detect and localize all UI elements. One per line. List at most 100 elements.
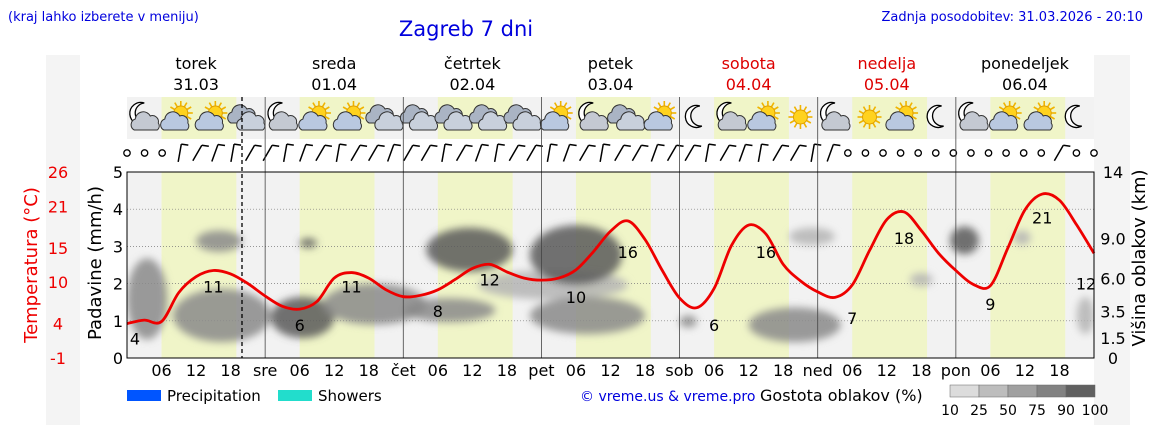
- temperature-value-label: 11: [203, 277, 223, 296]
- moon-cloud-icon: [716, 101, 747, 131]
- wind-barb-icon: [631, 144, 649, 162]
- cloud-height-tick: 1.5: [1100, 329, 1125, 348]
- temperature-value-label: 12: [479, 270, 499, 289]
- moon-cloud-icon: [129, 101, 160, 131]
- temperature-tick: -1: [50, 349, 66, 368]
- moon-cloud-icon: [958, 101, 989, 131]
- cloud-patch: [403, 298, 496, 323]
- day-name-4: sobota: [722, 54, 776, 73]
- day-name-1: sreda: [312, 54, 356, 73]
- wind-barb-icon: [455, 144, 473, 162]
- cloud-density-scale: 10 25 50 75 90 100: [941, 384, 1109, 419]
- cloud-patch: [1076, 296, 1094, 335]
- cloud-scale-swatch: [1036, 384, 1067, 398]
- sun-cloud-icon: [332, 101, 366, 131]
- wind-barb-icon: [508, 144, 526, 162]
- wind-barb-icon: [441, 143, 453, 162]
- cloud-height-tick: 0: [1108, 349, 1118, 368]
- wind-barb-icon: [666, 144, 684, 162]
- wind-barb-icon: [757, 143, 769, 162]
- temperature-axis-label: Temperatura (°C): [21, 187, 42, 344]
- cloud-patch: [679, 315, 697, 328]
- cloud-scale-swatch: [1065, 384, 1096, 398]
- cloud-scale-label: 10: [941, 403, 959, 419]
- day-name-2: četrtek: [444, 54, 502, 73]
- precipitation-tick: 1: [113, 312, 123, 331]
- wind-barb-icon: [192, 144, 209, 162]
- hour-tick: 06: [289, 361, 309, 380]
- wind-barb-icon: [386, 143, 401, 162]
- wind-barb-icon: [315, 144, 333, 162]
- day-short-label: pon: [941, 361, 971, 380]
- hour-tick: 06: [428, 361, 448, 380]
- hour-tick: 18: [911, 361, 931, 380]
- moon-cloud-icon: [819, 101, 851, 131]
- cloud-patch: [196, 230, 243, 252]
- wind-barb-icon: [474, 143, 489, 162]
- right-axis-panel: [1094, 55, 1130, 425]
- cloud-icon: [399, 104, 439, 131]
- wind-barb-icon: [684, 144, 702, 162]
- cloud-scale-label: 100: [1082, 403, 1109, 419]
- cloud-patch: [529, 296, 646, 335]
- left-axis-panel: [46, 55, 80, 425]
- temperature-value-label: 4: [130, 330, 140, 349]
- temperature-value-label: 10: [566, 288, 586, 307]
- hour-tick: 18: [773, 361, 793, 380]
- day-date-4: 04.04: [726, 75, 772, 94]
- moon-icon: [926, 104, 944, 129]
- hour-tick: 12: [738, 361, 758, 380]
- hour-tick: 18: [359, 361, 379, 380]
- sun-cloud-icon: [1023, 101, 1057, 131]
- menu-note[interactable]: (kraj lahko izberete v meniju): [8, 10, 199, 25]
- cloud-patch: [173, 288, 271, 343]
- weather-icons: [129, 101, 1083, 131]
- calm-wind-icon: [158, 149, 167, 157]
- temperature-line: [126, 192, 1096, 325]
- wind-barb-icon: [350, 144, 368, 162]
- moon-cloud-icon: [578, 101, 609, 131]
- wind-barb-icon: [772, 144, 790, 162]
- day-name-3: petek: [588, 54, 634, 73]
- calm-wind-icon: [931, 149, 940, 157]
- temperature-value-label: 18: [894, 229, 914, 248]
- cloud-scale-swatch: [1007, 384, 1038, 398]
- day-short-label: ned: [803, 361, 833, 380]
- plot-frame: [126, 171, 1095, 359]
- day-short-label: sob: [665, 361, 693, 380]
- day-short-label: čet: [391, 361, 416, 380]
- temperature-tick: 26: [48, 163, 68, 182]
- wind-barb-icon: [299, 143, 314, 162]
- calm-wind-icon: [844, 149, 852, 157]
- temperature-tick: 21: [48, 197, 68, 216]
- cloud-patch: [529, 225, 623, 285]
- cloud-height-tick: 6.0: [1100, 269, 1125, 288]
- wind-barb-icon: [177, 143, 189, 162]
- temperature-tick: 10: [48, 273, 68, 292]
- cloud-scale-label: 75: [1028, 403, 1046, 419]
- moon-cloud-icon: [267, 101, 298, 131]
- temperature-tick: 4: [53, 315, 63, 334]
- cloud-patch: [426, 227, 513, 272]
- wind-barb-icon: [526, 144, 543, 162]
- precipitation-legend-label: Precipitation: [167, 387, 261, 405]
- precipitation-tick: 4: [113, 200, 123, 219]
- temperature-value-label: 21: [1032, 208, 1052, 227]
- sun-cloud-icon: [160, 101, 193, 131]
- hour-tick: 12: [600, 361, 620, 380]
- cloud-icon: [468, 104, 508, 131]
- calm-wind-icon: [1072, 149, 1081, 157]
- sun-cloud-icon: [747, 101, 780, 131]
- temperature-value-label: 7: [847, 309, 857, 328]
- temperature-value-label: 6: [295, 316, 305, 335]
- showers-swatch: [278, 390, 312, 401]
- copyright-link[interactable]: © vreme.us & vreme.pro: [580, 389, 755, 405]
- calm-wind-icon: [896, 149, 905, 157]
- cloud-height-axis-label: Višina oblakov (km): [1129, 169, 1150, 346]
- calm-wind-icon: [914, 149, 923, 157]
- moon-icon: [684, 104, 703, 129]
- precipitation-tick: 3: [113, 237, 123, 256]
- time-axis: 06 12 18 sre 06 12 18 čet 06 12 18 pet 06 12 18 sob 06 12…: [151, 361, 1069, 380]
- cloud-legend-title: Gostota oblakov (%): [760, 386, 923, 405]
